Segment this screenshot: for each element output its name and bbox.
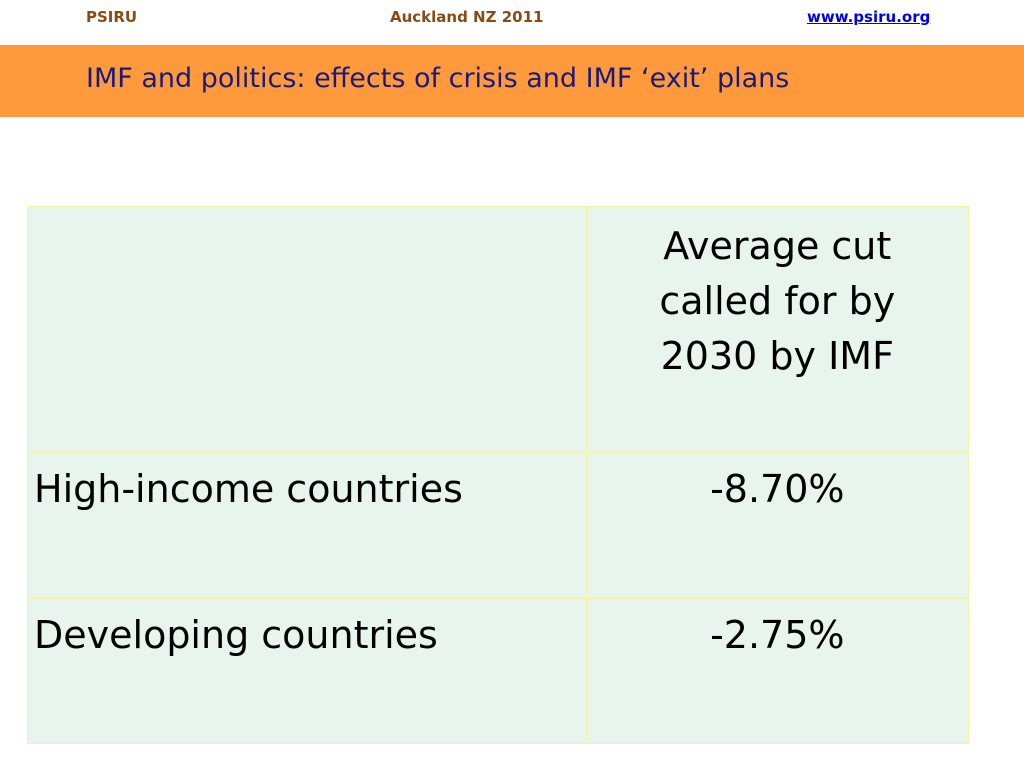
row-value: -8.70% — [585, 452, 970, 599]
title-band: IMF and politics: effects of crisis and … — [0, 45, 1024, 117]
row-value: -2.75% — [585, 597, 970, 745]
header-org-name: PSIRU — [86, 8, 138, 26]
data-table: Average cut called for by 2030 by IMF Hi… — [27, 205, 970, 745]
table-corner-cell — [27, 205, 587, 454]
row-label: High-income countries — [27, 452, 587, 599]
table-row: Developing countries -2.75% — [27, 597, 970, 745]
table-header-row: Average cut called for by 2030 by IMF — [27, 205, 970, 454]
column-header-cell: Average cut called for by 2030 by IMF — [585, 205, 970, 454]
header-website-link[interactable]: www.psiru.org — [807, 8, 931, 26]
slide-title: IMF and politics: effects of crisis and … — [86, 63, 790, 94]
table-row: High-income countries -8.70% — [27, 452, 970, 599]
column-header-text: Average cut called for by 2030 by IMF — [659, 224, 896, 378]
row-label: Developing countries — [27, 597, 587, 745]
header-event: Auckland NZ 2011 — [390, 8, 544, 26]
slide-header: PSIRU Auckland NZ 2011 www.psiru.org — [0, 0, 1024, 44]
